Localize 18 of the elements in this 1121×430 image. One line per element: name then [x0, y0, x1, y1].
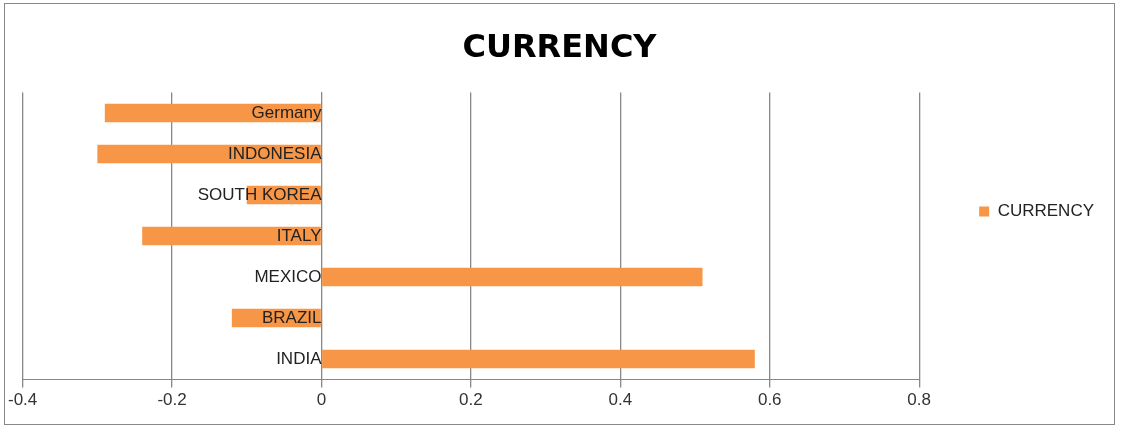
chart-title: CURRENCY	[462, 26, 658, 65]
x-tick-label: -0.4	[8, 390, 38, 410]
bar	[322, 267, 703, 287]
y-tick-label: MEXICO	[254, 266, 322, 286]
y-tick-label: INDONESIA	[227, 143, 323, 163]
y-tick-label: Germany	[251, 102, 322, 122]
x-tick-label: 0.4	[608, 390, 633, 410]
bar	[142, 226, 321, 246]
x-tick-label: 0.8	[907, 390, 931, 410]
x-tick-label: -0.2	[157, 390, 187, 410]
x-tick-label: 0	[316, 390, 327, 410]
y-tick-label: INDIA	[276, 348, 323, 368]
x-tick-label: 0.2	[459, 390, 483, 410]
x-tick-label: 0.6	[757, 390, 782, 410]
legend-label: CURRENCY	[997, 201, 1094, 221]
bar	[322, 349, 755, 369]
y-tick-label: BRAZIL	[261, 307, 322, 327]
y-tick-label: ITALY	[276, 225, 322, 245]
